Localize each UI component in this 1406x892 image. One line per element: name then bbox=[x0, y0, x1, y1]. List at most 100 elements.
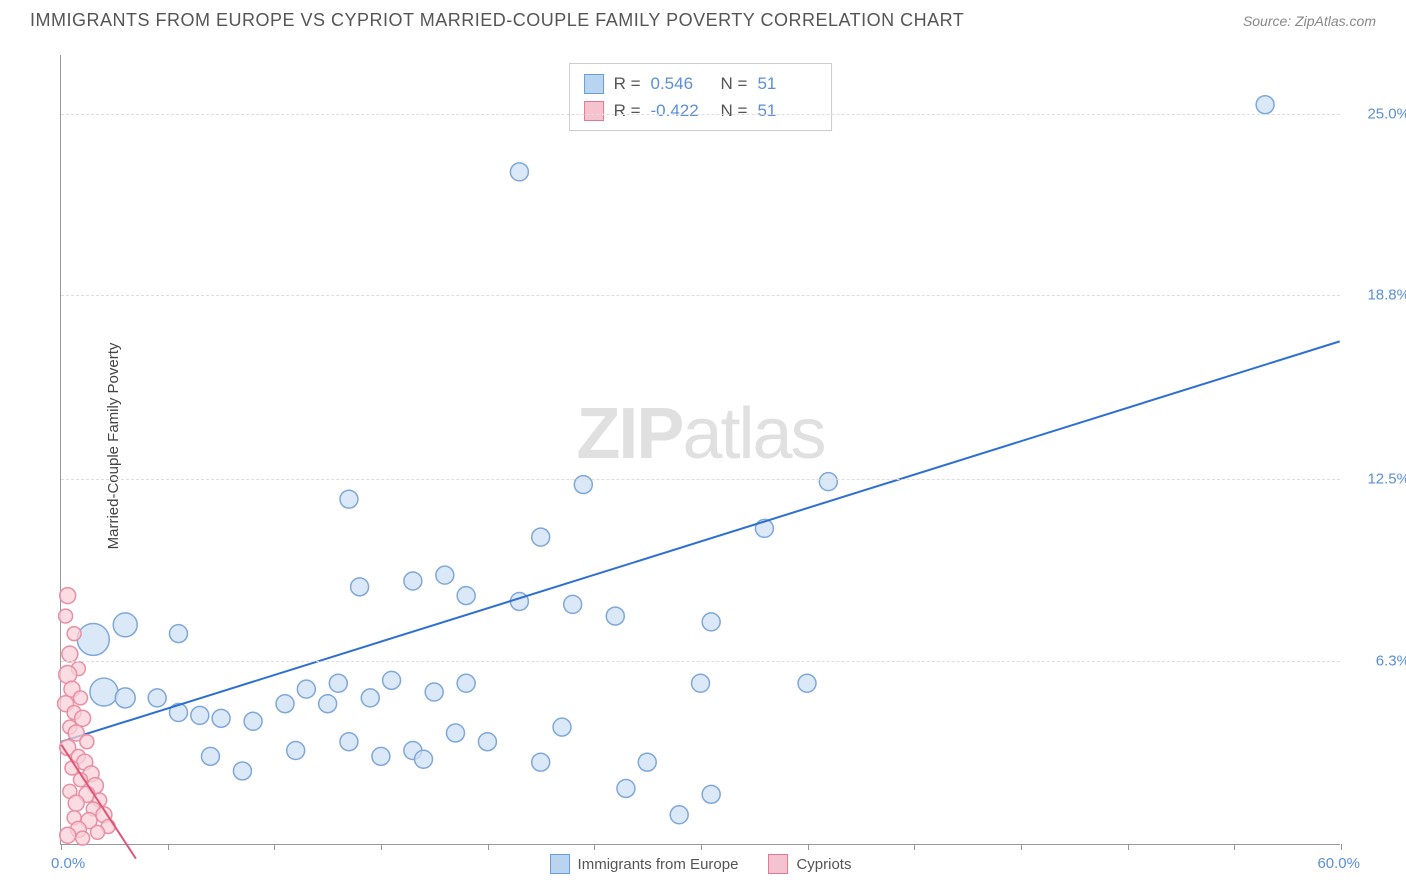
chart-plot-area: ZIPatlas R = 0.546 N = 51 R = -0.422 N =… bbox=[60, 55, 1340, 845]
data-point bbox=[91, 825, 105, 839]
xtick bbox=[808, 844, 809, 850]
data-point bbox=[532, 528, 550, 546]
data-point bbox=[60, 827, 76, 843]
data-point bbox=[383, 671, 401, 689]
correlation-legend: R = 0.546 N = 51 R = -0.422 N = 51 bbox=[569, 63, 833, 131]
data-point bbox=[553, 718, 571, 736]
data-point bbox=[76, 831, 90, 845]
r-value-0: 0.546 bbox=[651, 70, 711, 97]
bottom-legend-item-0: Immigrants from Europe bbox=[550, 854, 739, 874]
n-value-0: 51 bbox=[757, 70, 817, 97]
data-point bbox=[75, 710, 91, 726]
data-point bbox=[340, 490, 358, 508]
ytick-label: 25.0% bbox=[1367, 105, 1406, 122]
data-point bbox=[329, 674, 347, 692]
xtick bbox=[381, 844, 382, 850]
data-point bbox=[170, 625, 188, 643]
xtick bbox=[274, 844, 275, 850]
r-label-1: R = bbox=[614, 97, 641, 124]
ytick-label: 6.3% bbox=[1376, 652, 1406, 669]
data-point bbox=[201, 747, 219, 765]
chart-header: IMMIGRANTS FROM EUROPE VS CYPRIOT MARRIE… bbox=[0, 0, 1406, 31]
data-point bbox=[113, 613, 137, 637]
data-point bbox=[77, 623, 109, 655]
data-point bbox=[670, 806, 688, 824]
gridline bbox=[61, 479, 1340, 480]
r-value-1: -0.422 bbox=[651, 97, 711, 124]
data-point bbox=[404, 572, 422, 590]
data-point bbox=[446, 724, 464, 742]
data-point bbox=[457, 674, 475, 692]
swatch-series-0 bbox=[584, 74, 604, 94]
xtick bbox=[1341, 844, 1342, 850]
data-point bbox=[191, 706, 209, 724]
data-point bbox=[564, 595, 582, 613]
data-point bbox=[819, 473, 837, 491]
data-point bbox=[702, 785, 720, 803]
data-point bbox=[276, 695, 294, 713]
gridline bbox=[61, 295, 1340, 296]
data-point bbox=[340, 733, 358, 751]
source-value: ZipAtlas.com bbox=[1295, 13, 1376, 29]
data-point bbox=[638, 753, 656, 771]
ytick-label: 12.5% bbox=[1367, 471, 1406, 488]
data-point bbox=[425, 683, 443, 701]
data-point bbox=[244, 712, 262, 730]
data-point bbox=[115, 688, 135, 708]
legend-row-0: R = 0.546 N = 51 bbox=[584, 70, 818, 97]
bottom-swatch-0 bbox=[550, 854, 570, 874]
xtick bbox=[488, 844, 489, 850]
data-point bbox=[1256, 96, 1274, 114]
data-point bbox=[436, 566, 454, 584]
bottom-legend-label-0: Immigrants from Europe bbox=[578, 856, 739, 873]
n-value-1: 51 bbox=[757, 97, 817, 124]
x-max-label: 60.0% bbox=[1317, 855, 1360, 872]
n-label-0: N = bbox=[721, 70, 748, 97]
bottom-swatch-1 bbox=[768, 854, 788, 874]
data-point bbox=[212, 709, 230, 727]
xtick bbox=[914, 844, 915, 850]
data-point bbox=[372, 747, 390, 765]
data-point bbox=[510, 592, 528, 610]
bottom-legend-label-1: Cypriots bbox=[796, 856, 851, 873]
source-label: Source: bbox=[1243, 13, 1291, 29]
xtick bbox=[594, 844, 595, 850]
data-point bbox=[287, 742, 305, 760]
xtick bbox=[1021, 844, 1022, 850]
data-point bbox=[351, 578, 369, 596]
data-point bbox=[457, 587, 475, 605]
chart-title: IMMIGRANTS FROM EUROPE VS CYPRIOT MARRIE… bbox=[30, 10, 964, 31]
data-point bbox=[702, 613, 720, 631]
legend-row-1: R = -0.422 N = 51 bbox=[584, 97, 818, 124]
data-point bbox=[233, 762, 251, 780]
data-point bbox=[62, 646, 78, 662]
bottom-legend-item-1: Cypriots bbox=[768, 854, 851, 874]
data-point bbox=[80, 735, 94, 749]
gridline bbox=[61, 661, 1340, 662]
data-point bbox=[415, 750, 433, 768]
source-attribution: Source: ZipAtlas.com bbox=[1243, 13, 1376, 29]
data-point bbox=[68, 795, 84, 811]
bottom-legend: Immigrants from Europe Cypriots bbox=[550, 854, 852, 874]
scatter-plot-svg bbox=[61, 55, 1340, 844]
data-point bbox=[606, 607, 624, 625]
data-point bbox=[73, 691, 87, 705]
data-point bbox=[798, 674, 816, 692]
data-point bbox=[319, 695, 337, 713]
data-point bbox=[510, 163, 528, 181]
ytick-label: 18.8% bbox=[1367, 286, 1406, 303]
data-point bbox=[532, 753, 550, 771]
data-point bbox=[297, 680, 315, 698]
data-point bbox=[60, 588, 76, 604]
xtick bbox=[61, 844, 62, 850]
data-point bbox=[478, 733, 496, 751]
xtick bbox=[1234, 844, 1235, 850]
swatch-series-1 bbox=[584, 101, 604, 121]
data-point bbox=[692, 674, 710, 692]
xtick bbox=[168, 844, 169, 850]
data-point bbox=[59, 609, 73, 623]
xtick bbox=[701, 844, 702, 850]
data-point bbox=[361, 689, 379, 707]
data-point bbox=[617, 779, 635, 797]
x-min-label: 0.0% bbox=[51, 855, 85, 872]
